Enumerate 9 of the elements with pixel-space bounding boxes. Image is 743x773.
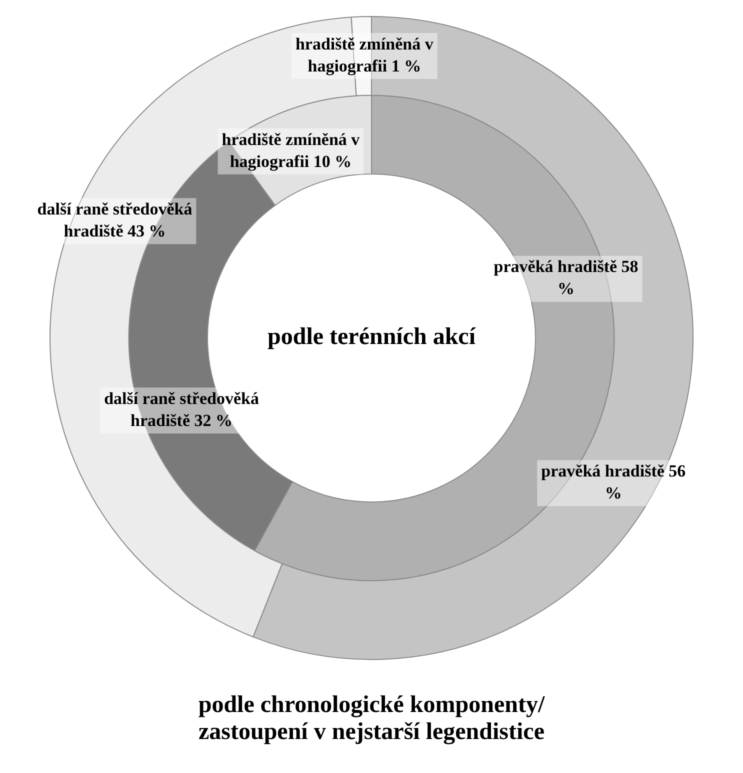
category-label: další raně středověká hradiště 32 %	[104, 388, 259, 430]
category-label: pravěká hradiště 58	[494, 257, 638, 276]
category-label: hradiště zmíněná v hagiografii 10 %	[222, 130, 360, 171]
slice-label: další raně středověká hradiště 43 %	[37, 199, 193, 240]
slice-label: hradiště zmíněná v hagiografii 1 %	[295, 34, 434, 76]
text: %	[558, 279, 575, 298]
slice-label: pravěká hradiště 56 %	[541, 462, 686, 503]
text: podle chronologické komponenty/ zastoupení v nejstarší legendistice	[197, 692, 546, 746]
text: podle terénních akcí	[268, 324, 476, 350]
